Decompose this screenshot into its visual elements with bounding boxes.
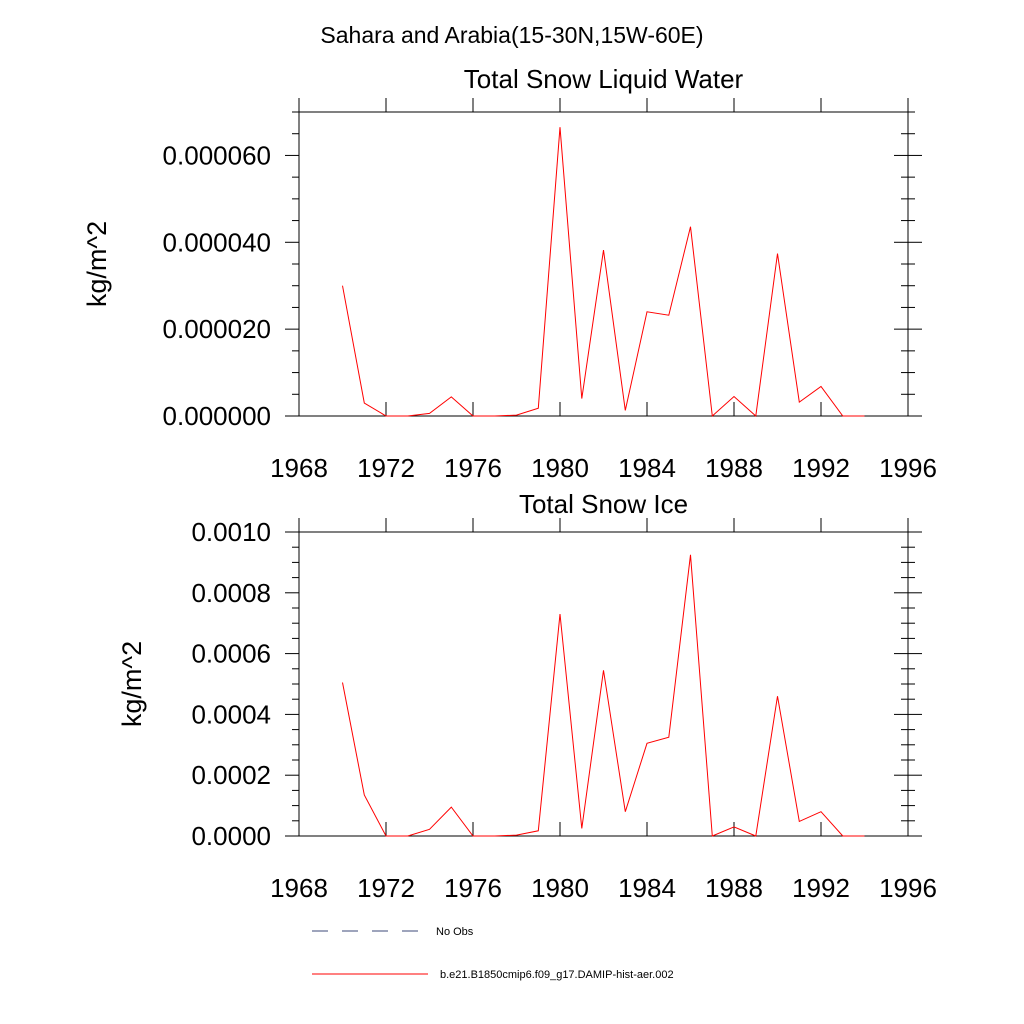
- x-tick-label: 1996: [879, 873, 937, 903]
- x-tick-label: 1980: [531, 873, 589, 903]
- x-tick-label: 1972: [357, 873, 415, 903]
- legend-label-model-run: b.e21.B1850cmip6.f09_g17.DAMIP-hist-aer.…: [440, 969, 674, 981]
- series-line: [342, 554, 865, 837]
- y-axis-label: kg/m^2: [117, 641, 147, 727]
- x-tick-label: 1968: [270, 453, 328, 483]
- x-tick-label: 1992: [792, 453, 850, 483]
- legend: No Obs b.e21.B1850cmip6.f09_g17.DAMIP-hi…: [312, 926, 674, 981]
- y-tick-label: 0.000000: [163, 401, 271, 431]
- x-tick-label: 1968: [270, 873, 328, 903]
- y-tick-label: 0.0004: [191, 699, 271, 729]
- x-tick-label: 1976: [444, 453, 502, 483]
- y-tick-label: 0.0000: [191, 821, 271, 851]
- x-tick-label: 1992: [792, 873, 850, 903]
- x-tick-label: 1980: [531, 453, 589, 483]
- x-tick-label: 1976: [444, 873, 502, 903]
- x-tick-label: 1988: [705, 873, 763, 903]
- x-tick-label: 1984: [618, 873, 676, 903]
- figure-suptitle: Sahara and Arabia(15-30N,15W-60E): [320, 22, 703, 48]
- y-tick-label: 0.000040: [163, 227, 271, 257]
- chart-panel-snow-ice: Total Snow Ice 1968 1972 1976 1980 1984 1988 19…: [117, 489, 937, 903]
- y-tick-label: 0.0006: [191, 639, 271, 669]
- x-tick-label: 1972: [357, 453, 415, 483]
- chart-panel-snow-liquid-water: Total Snow Liquid Water 1968 1972 1976 1980 1…: [82, 64, 937, 483]
- y-tick-label: 0.0008: [191, 578, 271, 608]
- x-tick-label: 1988: [705, 453, 763, 483]
- x-tick-label: 1984: [618, 453, 676, 483]
- y-tick-label: 0.0010: [191, 517, 271, 547]
- legend-label-no-obs: No Obs: [436, 926, 474, 938]
- y-tick-label: 0.0002: [191, 760, 271, 790]
- y-tick-label: 0.000060: [163, 140, 271, 170]
- y-tick-label: 0.000020: [163, 314, 271, 344]
- plot-frame: [298, 531, 909, 837]
- y-axis-label: kg/m^2: [82, 221, 112, 307]
- chart-title: Total Snow Ice: [519, 489, 688, 519]
- plot-frame: [298, 111, 909, 417]
- series-line: [342, 127, 865, 418]
- chart-title: Total Snow Liquid Water: [464, 64, 744, 94]
- x-tick-label: 1996: [879, 453, 937, 483]
